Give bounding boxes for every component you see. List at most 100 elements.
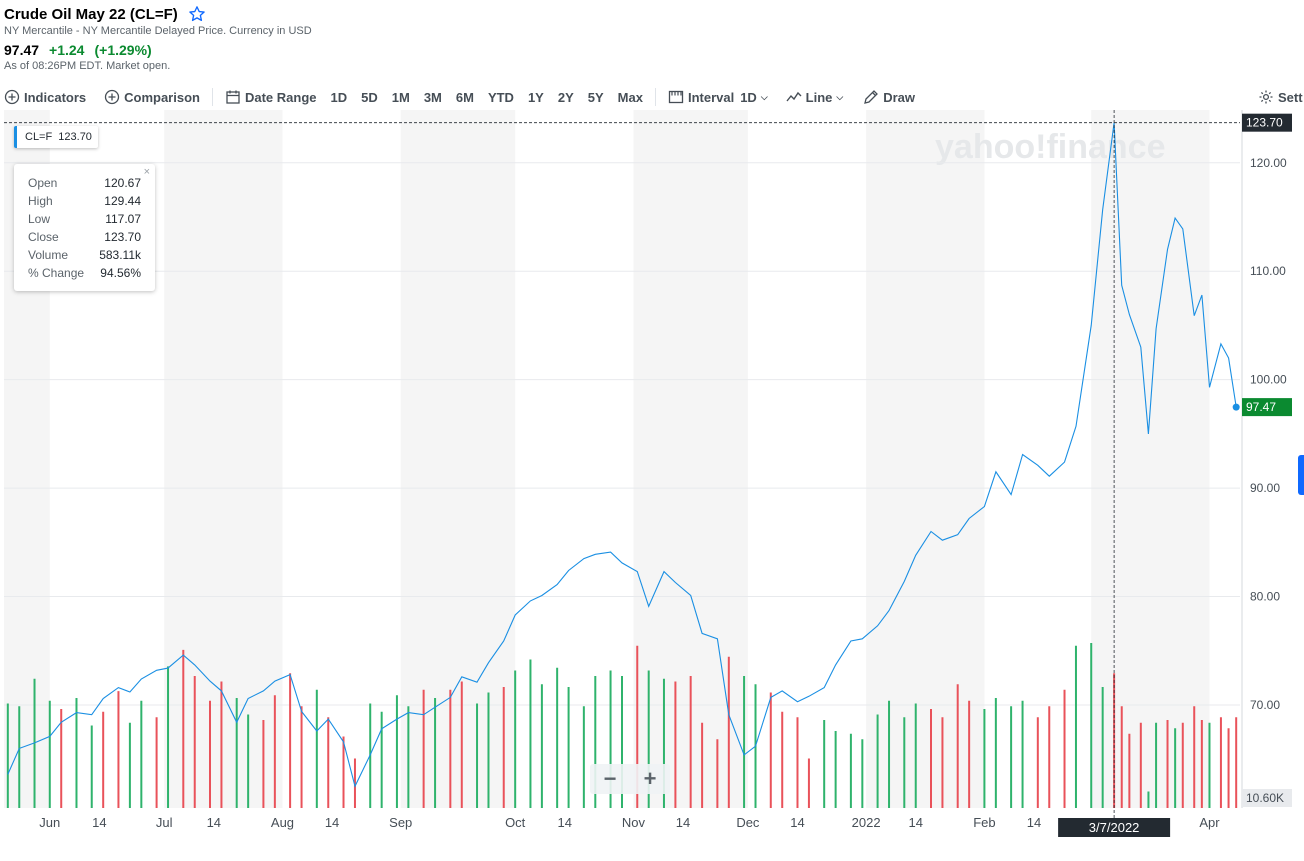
price-chart-area[interactable]: yahoo!finance 70.00 80.00 90.00 100.00 110.0… bbox=[0, 110, 1304, 861]
range-3m[interactable]: 3M bbox=[423, 89, 442, 105]
volume-bar bbox=[18, 706, 21, 808]
volume-bar bbox=[609, 670, 612, 808]
volume-bar bbox=[220, 681, 223, 808]
volume-bar bbox=[289, 673, 292, 808]
range-5d[interactable]: 5D bbox=[361, 89, 378, 105]
chart-gridlines bbox=[4, 162, 1240, 706]
volume-bar bbox=[140, 700, 143, 808]
crosshair-value-badge-bg bbox=[1242, 113, 1292, 132]
volume-bar bbox=[1101, 687, 1104, 808]
volume-bar bbox=[1139, 722, 1142, 808]
last-price: 97.47 bbox=[4, 42, 40, 58]
volume-bar bbox=[1155, 722, 1158, 808]
volume-bar bbox=[1128, 733, 1131, 808]
series-tag[interactable]: CL=F 123.70 bbox=[14, 126, 98, 148]
y-axis: 70.00 80.00 90.00 100.00 110.00 120.00 bbox=[1241, 110, 1287, 808]
range-2y[interactable]: 2Y bbox=[557, 89, 574, 105]
toolbar-divider bbox=[211, 88, 213, 106]
volume-bar bbox=[968, 700, 971, 808]
tooltip-row-change: % Change 94.56% bbox=[28, 266, 141, 284]
tooltip-label: Low bbox=[28, 212, 51, 226]
range-ytd[interactable]: YTD bbox=[487, 89, 514, 105]
date-range-button[interactable]: Date Range bbox=[225, 86, 317, 108]
range-max[interactable]: Max bbox=[617, 89, 643, 105]
price-change-percent: (+1.29%) bbox=[94, 42, 152, 58]
range-5y[interactable]: 5Y bbox=[587, 89, 604, 105]
range-1m[interactable]: 1M bbox=[391, 89, 410, 105]
tooltip-row-volume: Volume 583.11k bbox=[28, 248, 141, 266]
volume-bar bbox=[193, 676, 196, 808]
zoom-in-button[interactable]: + bbox=[643, 766, 657, 791]
zoom-controls: − + bbox=[590, 764, 670, 794]
x-tick-label: 14 bbox=[790, 815, 804, 830]
star-icon[interactable] bbox=[188, 5, 206, 23]
axis-badges: 123.70 97.47 10.60K bbox=[1232, 113, 1292, 807]
volume-bar bbox=[647, 670, 650, 808]
tooltip-value: 117.07 bbox=[105, 212, 141, 226]
volume-bar bbox=[1036, 717, 1039, 808]
volume-bar bbox=[567, 687, 570, 808]
settings-button[interactable]: Sett bbox=[1258, 86, 1303, 108]
month-band bbox=[400, 110, 516, 808]
draw-button[interactable]: Draw bbox=[863, 86, 915, 108]
volume-bar bbox=[834, 731, 837, 808]
x-tick-label: 14 bbox=[676, 815, 690, 830]
range-6m[interactable]: 6M bbox=[455, 89, 474, 105]
volume-bar bbox=[941, 717, 944, 808]
volume-bar bbox=[743, 676, 746, 808]
last-price-badge-bg bbox=[1242, 398, 1292, 417]
volume-bar bbox=[167, 666, 170, 808]
volume-bar bbox=[1120, 706, 1123, 808]
volume-bar bbox=[273, 695, 276, 808]
tooltip-row-close: Close 123.70 bbox=[28, 230, 141, 248]
y-tick-label: 70.00 bbox=[1250, 698, 1280, 712]
volume-bar bbox=[102, 711, 105, 808]
tooltip-value: 583.11k bbox=[99, 248, 141, 262]
close-icon[interactable]: × bbox=[143, 166, 150, 178]
x-tick-label: 14 bbox=[909, 815, 923, 830]
y-tick-label: 80.00 bbox=[1250, 590, 1280, 604]
x-tick-label: 14 bbox=[558, 815, 572, 830]
comparison-button[interactable]: Comparison bbox=[104, 86, 200, 108]
volume-bar bbox=[823, 720, 826, 808]
range-1y[interactable]: 1Y bbox=[527, 89, 544, 105]
interval-label: Interval bbox=[687, 89, 735, 105]
side-panel-handle[interactable] bbox=[1298, 455, 1304, 495]
comparison-label: Comparison bbox=[124, 89, 200, 105]
x-tick-label: Sep bbox=[389, 815, 412, 830]
y-tick-label: 110.00 bbox=[1250, 264, 1286, 278]
volume-bar bbox=[1200, 720, 1203, 808]
toolbar-divider bbox=[654, 88, 656, 106]
indicators-button[interactable]: Indicators bbox=[4, 86, 86, 108]
price-line bbox=[7, 122, 1237, 788]
zoom-out-button[interactable]: − bbox=[603, 766, 617, 791]
volume-bar bbox=[1021, 700, 1024, 808]
interval-value: 1D bbox=[740, 89, 757, 105]
volume-bar bbox=[327, 717, 330, 808]
tooltip-value: 123.70 bbox=[104, 230, 141, 244]
x-tick-label: 14 bbox=[92, 815, 106, 830]
month-band bbox=[164, 110, 283, 808]
volume-bar bbox=[128, 722, 131, 808]
volume-bar bbox=[1147, 791, 1150, 808]
chart-type-dropdown[interactable]: Line ⌵ bbox=[786, 86, 843, 108]
volume-bar bbox=[582, 706, 585, 808]
price-chart[interactable]: yahoo!finance 70.00 80.00 90.00 100.00 110.0… bbox=[0, 110, 1304, 861]
x-tick-label: Jul bbox=[156, 815, 173, 830]
volume-bar bbox=[1174, 728, 1177, 808]
page-title: Crude Oil May 22 (CL=F) bbox=[4, 5, 178, 23]
x-tick-label: 14 bbox=[325, 815, 339, 830]
yahoo-finance-watermark: yahoo!finance bbox=[935, 128, 1165, 166]
crosshair-date-badge: 3/7/2022 bbox=[1089, 820, 1140, 835]
volume-bar bbox=[476, 703, 479, 808]
volume-bar bbox=[1010, 706, 1013, 808]
volume-bar bbox=[807, 758, 810, 808]
interval-icon bbox=[668, 89, 684, 105]
chart-type-label: Line bbox=[805, 89, 833, 105]
chevron-down-icon: ⌵ bbox=[760, 91, 768, 102]
y-tick-label: 100.00 bbox=[1250, 373, 1287, 387]
date-range-label: Date Range bbox=[244, 89, 317, 105]
volume-bar bbox=[1181, 722, 1184, 808]
range-1d[interactable]: 1D bbox=[330, 89, 348, 105]
interval-dropdown[interactable]: Interval 1D ⌵ bbox=[668, 86, 768, 108]
